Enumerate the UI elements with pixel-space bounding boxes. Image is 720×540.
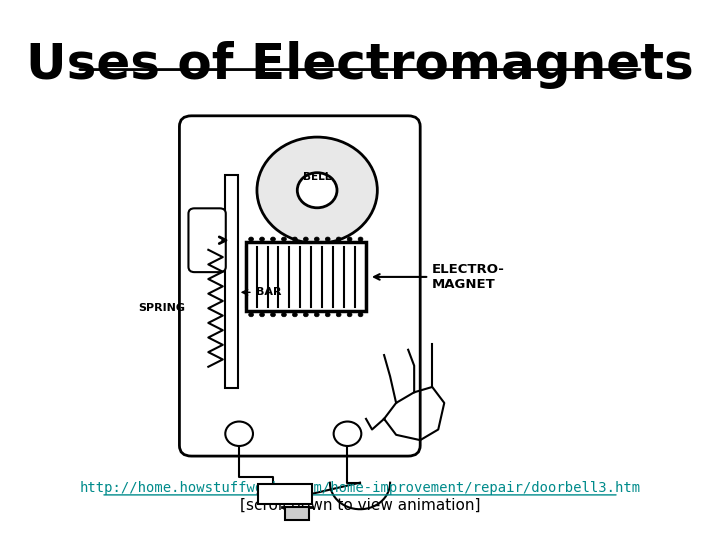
Text: [scroll down to view animation]: [scroll down to view animation] [240,497,480,512]
Circle shape [303,237,308,241]
Circle shape [315,237,319,241]
Circle shape [297,173,337,208]
Circle shape [282,237,287,241]
Circle shape [257,137,377,244]
Circle shape [336,237,341,241]
Circle shape [358,237,363,241]
Circle shape [325,237,330,241]
Circle shape [325,313,330,317]
Circle shape [303,313,308,317]
Circle shape [248,237,253,241]
Bar [285,507,309,520]
Circle shape [248,313,253,317]
Circle shape [282,313,287,317]
Text: BAR: BAR [256,287,282,298]
Circle shape [292,313,297,317]
Circle shape [292,237,297,241]
Circle shape [271,237,276,241]
Text: ELECTRO-
MAGNET: ELECTRO- MAGNET [432,263,505,291]
Circle shape [347,237,352,241]
Circle shape [271,313,276,317]
Bar [225,176,238,388]
Circle shape [260,237,264,241]
Circle shape [336,313,341,317]
Bar [246,242,366,312]
Text: SPRING: SPRING [138,303,186,313]
FancyBboxPatch shape [189,208,226,272]
Circle shape [225,422,253,446]
Circle shape [347,313,352,317]
Bar [258,484,312,504]
Text: http://home.howstuffworks.com/home-improvement/repair/doorbell3.htm: http://home.howstuffworks.com/home-impro… [79,481,641,495]
Circle shape [333,422,361,446]
Circle shape [358,313,363,317]
Text: Uses of Electromagnets: Uses of Electromagnets [26,42,694,90]
Circle shape [315,313,319,317]
FancyBboxPatch shape [179,116,420,456]
Text: BELL: BELL [303,172,331,182]
Circle shape [260,313,264,317]
